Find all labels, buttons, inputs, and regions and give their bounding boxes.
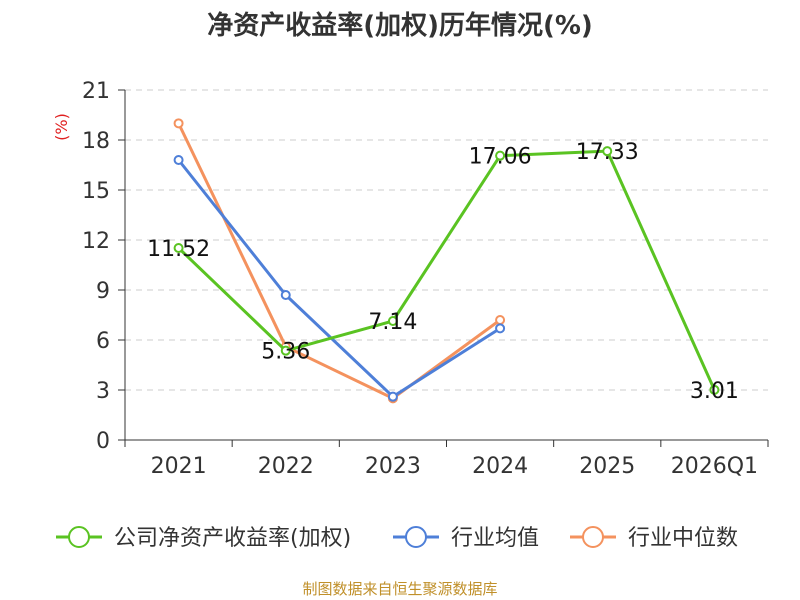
y-tick-label: 15 [82, 179, 110, 204]
y-tick-label: 3 [96, 379, 110, 404]
data-point [495, 150, 506, 161]
data-label: 17.06 [469, 145, 532, 170]
data-label: 5.36 [261, 340, 310, 365]
legend-marker [68, 526, 90, 548]
data-point [387, 391, 398, 402]
y-tick-label: 0 [96, 429, 110, 454]
x-tick-label: 2025 [579, 454, 635, 479]
data-point [173, 118, 184, 129]
x-tick-label: 2026Q1 [671, 454, 758, 479]
x-tick-label: 2022 [258, 454, 314, 479]
legend-item[interactable]: 公司净资产收益率(加权) [56, 526, 351, 551]
data-point [173, 243, 184, 253]
y-tick-label: 9 [96, 279, 110, 304]
y-tick-label: 18 [82, 129, 110, 154]
y-tick-label: 21 [82, 79, 110, 104]
data-point [280, 290, 291, 300]
data-point [280, 345, 291, 356]
legend-item[interactable]: 行业均值 [393, 526, 539, 551]
x-tick-label: 2024 [472, 454, 528, 479]
legend-marker [405, 526, 427, 548]
data-point [709, 384, 720, 395]
series-line [177, 149, 716, 391]
data-label: 7.14 [368, 310, 417, 335]
data-point [602, 146, 613, 157]
legend-marker [582, 526, 604, 548]
source-note: 制图数据来自恒生聚源数据库 [302, 580, 497, 598]
data-point [495, 315, 506, 325]
series-line [177, 159, 501, 399]
legend-label: 行业中位数 [628, 526, 738, 551]
y-tick-label: 6 [96, 329, 110, 354]
data-label: 17.33 [576, 140, 639, 165]
data-point [495, 323, 506, 334]
x-tick-label: 2021 [151, 454, 207, 479]
series-line [177, 122, 501, 400]
legend-label: 行业均值 [451, 526, 539, 551]
y-axis-unit: (%) [52, 113, 71, 141]
legend-item[interactable]: 行业中位数 [570, 526, 738, 551]
x-tick-label: 2023 [365, 454, 421, 479]
data-point [173, 155, 184, 165]
legend-label: 公司净资产收益率(加权) [114, 526, 351, 551]
data-label: 3.01 [690, 379, 739, 404]
y-tick-label: 12 [82, 229, 110, 254]
chart-title: 净资产收益率(加权)历年情况(%) [207, 10, 593, 41]
data-label: 11.52 [147, 237, 210, 262]
data-point [387, 316, 398, 326]
